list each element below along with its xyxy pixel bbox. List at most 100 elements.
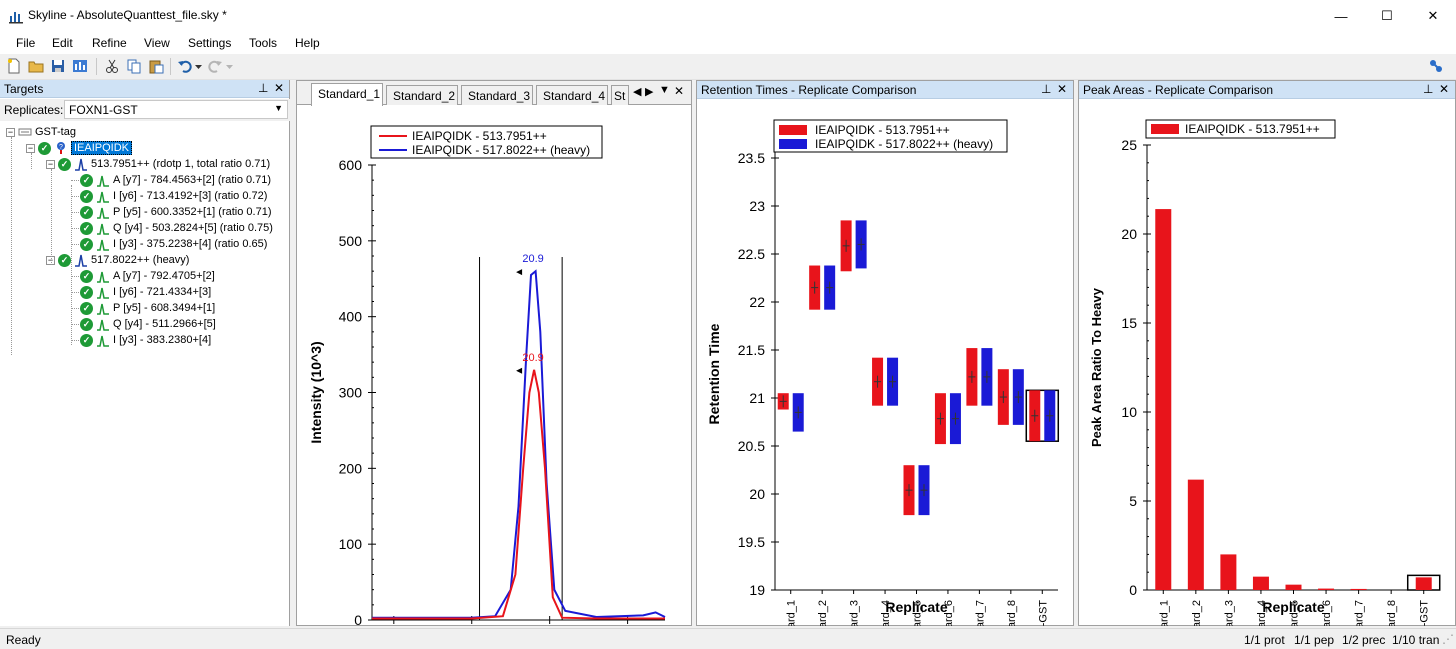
menu-view[interactable]: View (144, 36, 170, 50)
collapse-toggle-icon[interactable]: − (46, 254, 55, 265)
close-tab-icon[interactable]: ✕ (674, 84, 685, 98)
heavy-precursor-trace (372, 269, 666, 619)
status-protein-count: 1/1 prot (1244, 633, 1285, 647)
menu-refine[interactable]: Refine (92, 36, 127, 50)
tree-node-label: GST-tag (35, 126, 76, 138)
legend-label: IEAIPQIDK - 513.7951++ (1185, 122, 1320, 136)
y-tick-label: 19 (749, 582, 765, 598)
transition-node[interactable]: ✓ I [y3] - 375.2238+[4] (ratio 0.65) (80, 236, 267, 252)
y-tick-label: 5 (1129, 493, 1137, 509)
protein-icon (18, 128, 32, 136)
selected-replicate-outline (1025, 389, 1060, 442)
close-button[interactable]: ✕ (1427, 8, 1439, 23)
tab-standard-5-truncated[interactable]: St (611, 85, 629, 105)
transition-node[interactable]: ✓ I [y6] - 721.4334+[3] (80, 284, 211, 300)
chromatogram-chart[interactable]: IEAIPQIDK - 513.7951++IEAIPQIDK - 517.80… (297, 105, 691, 625)
copy-icon[interactable] (126, 58, 142, 74)
tab-scroll-right-icon[interactable]: ▶ (645, 86, 654, 98)
cut-icon[interactable] (104, 58, 120, 74)
redo-dropdown-icon[interactable] (225, 58, 234, 74)
paste-icon[interactable] (148, 58, 164, 74)
retention-times-title: Retention Times - Replicate Comparison (701, 83, 917, 97)
transition-node[interactable]: ✓ A [y7] - 792.4705+[2] (80, 268, 215, 284)
tab-list-icon[interactable]: ▼ (659, 84, 670, 96)
x-tick-label: Standard_2 (1191, 600, 1203, 626)
maximize-button[interactable]: ☐ (1381, 8, 1393, 23)
y-tick-label: 400 (339, 309, 363, 325)
tree-connector (51, 169, 52, 265)
menu-tools[interactable]: Tools (249, 36, 278, 50)
checkmark-icon: ✓ (58, 253, 71, 267)
close-panel-icon[interactable]: ✕ (1057, 82, 1068, 96)
precursor-node[interactable]: − ✓ 517.8022++ (heavy) (46, 252, 189, 268)
tree-connector (31, 153, 32, 169)
toolbar (0, 54, 1456, 80)
tab-standard-2[interactable]: Standard_2 (386, 85, 458, 105)
tree-connector (71, 308, 79, 309)
transition-node[interactable]: ✓ A [y7] - 784.4563+[2] (ratio 0.71) (80, 172, 271, 188)
undo-icon[interactable] (177, 58, 193, 74)
new-document-icon[interactable] (6, 58, 22, 74)
x-tick-label: Standard_3 (849, 600, 861, 626)
minimize-button[interactable]: — (1334, 8, 1348, 24)
tab-standard-1[interactable]: Standard_1 (311, 83, 383, 106)
tab-scroll-left-icon[interactable]: ◀ (633, 86, 642, 98)
pin-icon[interactable]: ⊥ (1041, 82, 1052, 96)
open-folder-icon[interactable] (28, 58, 44, 74)
y-tick-label: 10 (1121, 404, 1137, 420)
checkmark-icon: ✓ (80, 333, 93, 347)
close-panel-icon[interactable]: ✕ (274, 81, 285, 95)
replicates-label: Replicates: (4, 103, 64, 117)
menu-settings[interactable]: Settings (188, 36, 232, 50)
light-precursor-trace (372, 369, 665, 620)
transition-node[interactable]: ✓ Q [y4] - 511.2966+[5] (80, 316, 216, 332)
menu-edit[interactable]: Edit (52, 36, 73, 50)
precursor-node[interactable]: − ✓ 513.7951++ (rdotp 1, total ratio 0.71) (46, 156, 270, 172)
tab-standard-4[interactable]: Standard_4 (536, 85, 608, 105)
publish-icon[interactable] (72, 58, 88, 74)
protein-node[interactable]: − GST-tag (6, 124, 76, 140)
tree-node-label: I [y3] - 383.2380+[4] (113, 334, 212, 346)
pin-icon[interactable]: ⊥ (258, 81, 269, 95)
transition-node[interactable]: ✓ P [y5] - 608.3494+[1] (80, 300, 215, 316)
redo-icon[interactable] (207, 58, 223, 74)
transition-node[interactable]: ✓ P [y5] - 600.3352+[1] (ratio 0.71) (80, 204, 271, 220)
resize-grip-icon[interactable]: ⋰ (1442, 632, 1454, 646)
save-icon[interactable] (50, 58, 66, 74)
x-tick-label: Standard_4 (1256, 600, 1268, 626)
transition-icon (97, 335, 109, 347)
collapse-toggle-icon[interactable]: − (46, 158, 55, 169)
undo-dropdown-icon[interactable] (194, 58, 203, 74)
retention-times-chart[interactable]: IEAIPQIDK - 513.7951++IEAIPQIDK - 517.80… (697, 100, 1073, 626)
transition-node[interactable]: ✓ I [y6] - 713.4192+[3] (ratio 0.72) (80, 188, 267, 204)
tree-connector (71, 292, 79, 293)
replicates-dropdown[interactable]: FOXN1-GST ▼ (64, 100, 288, 119)
pin-icon[interactable]: ⊥ (1423, 82, 1434, 96)
x-tick-label: Standard_7 (974, 600, 986, 626)
menu-help[interactable]: Help (295, 36, 320, 50)
peak-area-bar (1252, 576, 1269, 590)
peptide-node[interactable]: − ✓? IEAIPQIDK (26, 140, 133, 156)
transition-node[interactable]: ✓ I [y3] - 383.2380+[4] (80, 332, 211, 348)
window-title: Skyline - AbsoluteQuanttest_file.sky * (28, 8, 227, 22)
collapse-toggle-icon[interactable]: − (6, 126, 15, 137)
immediate-window-icon[interactable] (1428, 58, 1444, 74)
y-tick-label: 300 (339, 385, 363, 401)
transition-node[interactable]: ✓ Q [y4] - 503.2824+[5] (ratio 0.75) (80, 220, 273, 236)
legend-swatch (779, 125, 807, 135)
close-panel-icon[interactable]: ✕ (1439, 82, 1450, 96)
peak-areas-chart[interactable]: IEAIPQIDK - 513.7951++ 0 5 10 15 20 25 Peak Are… (1079, 100, 1455, 626)
peak-area-bar (1187, 479, 1204, 590)
toolbar-separator (170, 58, 171, 75)
legend-box (773, 119, 1008, 153)
transition-icon (97, 223, 109, 235)
collapse-toggle-icon[interactable]: − (26, 142, 35, 153)
tree-connector (71, 340, 79, 341)
tab-standard-3[interactable]: Standard_3 (461, 85, 533, 105)
x-tick-label: Standard_3 (1223, 600, 1235, 626)
y-axis-label: Retention Time (706, 323, 722, 424)
menu-file[interactable]: File (16, 36, 36, 50)
y-tick-label: 23 (749, 198, 765, 214)
peak-area-bar (1350, 588, 1367, 590)
tree-connector (11, 137, 12, 355)
